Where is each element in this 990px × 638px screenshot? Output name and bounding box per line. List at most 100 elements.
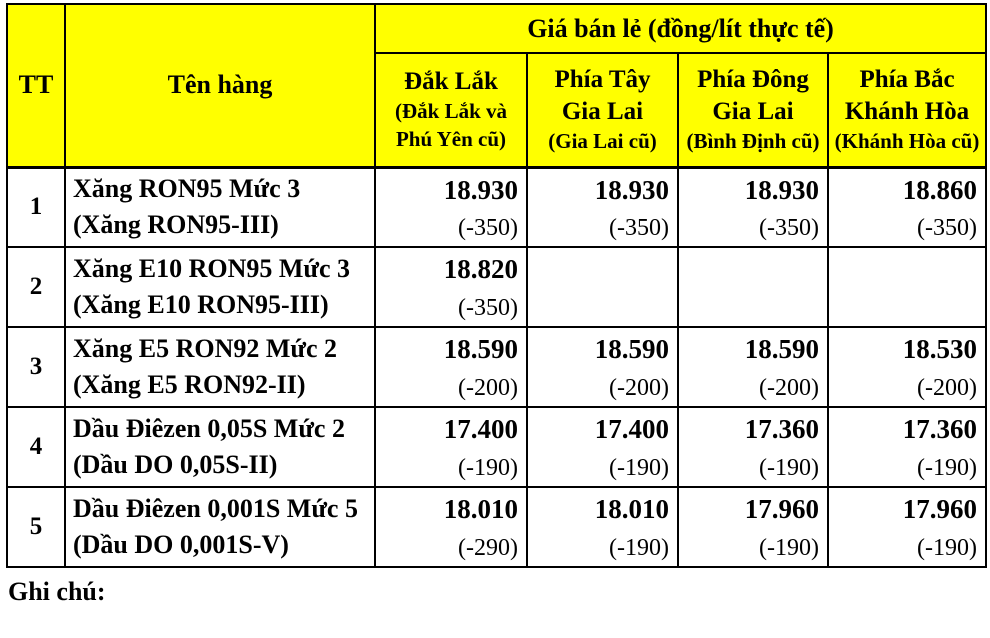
product-name-cell: Xăng RON95 Mức 3 (Xăng RON95-III) [64, 166, 376, 248]
column-header-gia-ban-le: Giá bán lẻ (đồng/lít thực tế) [373, 3, 988, 54]
region-old-name-line: Phú Yên cũ) [395, 126, 507, 151]
price-change: (-190) [917, 454, 978, 481]
price-change: (-190) [609, 534, 669, 561]
product-name-cell: Xăng E10 RON95 Mức 3 (Xăng E10 RON95-III… [64, 246, 376, 328]
region-name-line: Gia Lai [561, 97, 644, 125]
table-row: 1 Xăng RON95 Mức 3 (Xăng RON95-III) 18.9… [6, 166, 988, 248]
footnote-label: Ghi chú: [8, 577, 106, 606]
price-cell: 17.400 (-190) [526, 406, 679, 488]
row-number: 2 [6, 246, 66, 328]
product-name-line1: Dầu Điêzen 0,05S Mức 2 [73, 413, 345, 443]
table-row: 4 Dầu Điêzen 0,05S Mức 2 (Dầu DO 0,05S-I… [6, 406, 988, 488]
price-cell: 18.820 (-350) [374, 246, 528, 328]
price-change: (-190) [917, 534, 978, 561]
price-value: 18.860 [902, 174, 978, 205]
price-cell [526, 246, 679, 328]
region-name-line: Khánh Hòa [844, 97, 970, 125]
price-change: (-350) [917, 215, 978, 242]
price-value: 17.960 [744, 494, 819, 524]
footnote: Ghi chú: + : Tăng so với kỳ trước - : Gi… [8, 577, 990, 638]
price-change: (-190) [759, 454, 819, 481]
fuel-price-table: TT Tên hàng Giá bán lẻ (đồng/lít thực tế… [6, 3, 988, 568]
product-name-line2: (Xăng E5 RON92-II) [73, 370, 306, 399]
price-value: 18.590 [594, 334, 669, 364]
region-name-line: Phía Tây [554, 65, 651, 93]
table-row: 3 Xăng E5 RON92 Mức 2 (Xăng E5 RON92-II)… [6, 326, 988, 408]
region-old-name-line: (Khánh Hòa cũ) [834, 128, 980, 153]
column-header-phia-bac-khanh-hoa: Phía Bắc Khánh Hòa (Khánh Hòa cũ) [826, 52, 988, 169]
price-cell: 17.360 (-190) [826, 406, 988, 488]
region-old-name-line: (Đắk Lắk và [394, 99, 508, 124]
column-header-phia-dong-gia-lai: Phía Đông Gia Lai (Bình Định cũ) [677, 52, 829, 169]
table-row: 2 Xăng E10 RON95 Mức 3 (Xăng E10 RON95-I… [6, 246, 988, 328]
price-change: (-350) [458, 294, 518, 321]
price-change: (-200) [759, 374, 819, 401]
product-name-line1: Xăng RON95 Mức 3 [73, 173, 301, 203]
product-name-line2: (Xăng E10 RON95-III) [73, 290, 329, 319]
price-change: (-350) [458, 215, 518, 242]
product-name-cell: Xăng E5 RON92 Mức 2 (Xăng E5 RON92-II) [64, 326, 376, 408]
price-cell: 17.960 (-190) [677, 486, 829, 568]
price-cell: 17.960 (-190) [826, 486, 988, 568]
price-value: 18.820 [443, 254, 518, 284]
price-cell: 18.530 (-200) [826, 326, 988, 408]
product-name-line1: Xăng E10 RON95 Mức 3 [73, 253, 351, 283]
price-change: (-190) [609, 454, 669, 481]
price-change: (-200) [609, 374, 669, 401]
price-value: 17.960 [902, 494, 978, 524]
price-value: 18.930 [443, 174, 518, 205]
price-change: (-190) [759, 534, 819, 561]
price-cell: 18.930 (-350) [526, 166, 679, 248]
price-change: (-290) [458, 534, 518, 561]
price-cell: 18.590 (-200) [374, 326, 528, 408]
price-cell: 18.590 (-200) [526, 326, 679, 408]
price-cell: 18.010 (-190) [526, 486, 679, 568]
price-cell [677, 246, 829, 328]
price-value: 17.400 [443, 414, 518, 444]
price-value: 18.930 [594, 174, 669, 205]
region-name-line: Gia Lai [712, 97, 794, 125]
row-number: 3 [6, 326, 66, 408]
row-number: 4 [6, 406, 66, 488]
price-change: (-200) [917, 374, 978, 401]
price-cell: 17.400 (-190) [374, 406, 528, 488]
product-name-line2: (Dầu DO 0,05S-II) [73, 450, 278, 479]
product-name-line2: (Dầu DO 0,001S-V) [73, 530, 289, 559]
table-row: 5 Dầu Điêzen 0,001S Mức 5 (Dầu DO 0,001S… [6, 486, 988, 568]
footnote-lines: + : Tăng so với kỳ trước - : Giảm so với… [122, 577, 370, 638]
product-name-cell: Dầu Điêzen 0,05S Mức 2 (Dầu DO 0,05S-II) [64, 406, 376, 488]
price-cell: 18.860 (-350) [826, 166, 988, 248]
row-number: 5 [6, 486, 66, 568]
price-cell: 17.360 (-190) [677, 406, 829, 488]
price-change: (-200) [458, 374, 518, 401]
price-change: (-190) [458, 454, 518, 481]
price-value: 17.360 [744, 414, 819, 444]
region-old-name-line: (Gia Lai cũ) [548, 128, 657, 153]
region-old-name-line: (Bình Định cũ) [686, 128, 820, 153]
price-value: 18.530 [902, 334, 978, 364]
price-value: 18.010 [594, 494, 669, 524]
region-name-line: Phía Bắc [859, 65, 955, 93]
price-cell: 18.930 (-350) [374, 166, 528, 248]
price-value: 18.010 [443, 494, 518, 524]
price-value: 18.590 [744, 334, 819, 364]
table-header: TT Tên hàng Giá bán lẻ (đồng/lít thực tế… [6, 3, 988, 169]
price-cell: 18.930 (-350) [677, 166, 829, 248]
row-number: 1 [6, 166, 66, 248]
price-change: (-350) [759, 215, 819, 242]
product-name-line2: (Xăng RON95-III) [73, 210, 279, 240]
product-name-line1: Dầu Điêzen 0,001S Mức 5 [73, 493, 358, 523]
price-value: 18.930 [744, 174, 819, 205]
column-header-tt: TT [6, 3, 66, 169]
product-name-line1: Xăng E5 RON92 Mức 2 [73, 333, 338, 363]
product-name-cell: Dầu Điêzen 0,001S Mức 5 (Dầu DO 0,001S-V… [64, 486, 376, 568]
column-header-ten-hang: Tên hàng [64, 3, 376, 169]
price-value: 17.360 [902, 414, 978, 444]
region-name-line: Phía Đông [697, 65, 809, 93]
price-table-body: 1 Xăng RON95 Mức 3 (Xăng RON95-III) 18.9… [6, 166, 988, 568]
price-value: 17.400 [594, 414, 669, 444]
price-value: 18.590 [443, 334, 518, 364]
price-cell [826, 246, 988, 328]
column-header-phia-tay-gia-lai: Phía Tây Gia Lai (Gia Lai cũ) [526, 52, 679, 169]
column-header-dak-lak: Đắk Lắk (Đắk Lắk và Phú Yên cũ) [374, 52, 528, 169]
